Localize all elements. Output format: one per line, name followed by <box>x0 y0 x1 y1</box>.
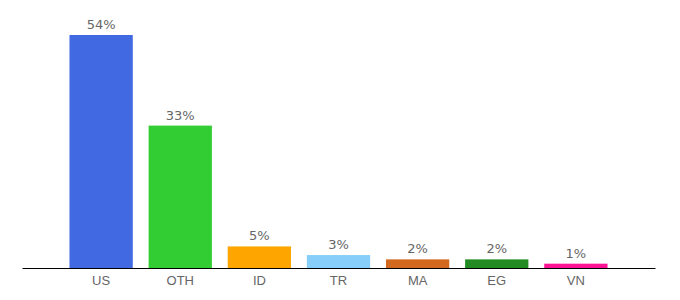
tick: TR <box>330 268 347 288</box>
data-label: 2% <box>486 241 507 256</box>
bar <box>69 35 132 268</box>
tick: VN <box>567 268 585 288</box>
bar <box>544 264 607 268</box>
data-label: 3% <box>328 237 349 252</box>
chart: US OTH ID TR MA EG VN 54% 33% 5% 3% 2% 2% 1% <box>0 0 680 300</box>
bar <box>228 246 291 268</box>
tick-label: OTH <box>167 273 194 288</box>
tick: ID <box>253 268 266 288</box>
data-label: 2% <box>407 241 428 256</box>
tick: MA <box>408 268 428 288</box>
tick-label: ID <box>253 273 266 288</box>
bar <box>465 259 528 268</box>
tick-label: TR <box>330 273 347 288</box>
data-label: 33% <box>166 108 195 123</box>
bar <box>149 126 212 268</box>
bar <box>386 259 449 268</box>
bar <box>307 255 370 268</box>
tick: EG <box>487 268 506 288</box>
data-label: 5% <box>249 228 270 243</box>
tick: OTH <box>167 268 194 288</box>
bars <box>69 35 607 268</box>
tick-label: EG <box>487 273 506 288</box>
tick: US <box>92 268 110 288</box>
axis-line <box>23 268 656 269</box>
tick-label: MA <box>408 273 428 288</box>
data-label: 1% <box>566 246 587 261</box>
tick-label: VN <box>567 273 585 288</box>
x-axis: US OTH ID TR MA EG VN <box>23 268 656 288</box>
data-labels: 54% 33% 5% 3% 2% 2% 1% <box>87 17 587 261</box>
tick-label: US <box>92 273 110 288</box>
data-label: 54% <box>87 17 116 32</box>
